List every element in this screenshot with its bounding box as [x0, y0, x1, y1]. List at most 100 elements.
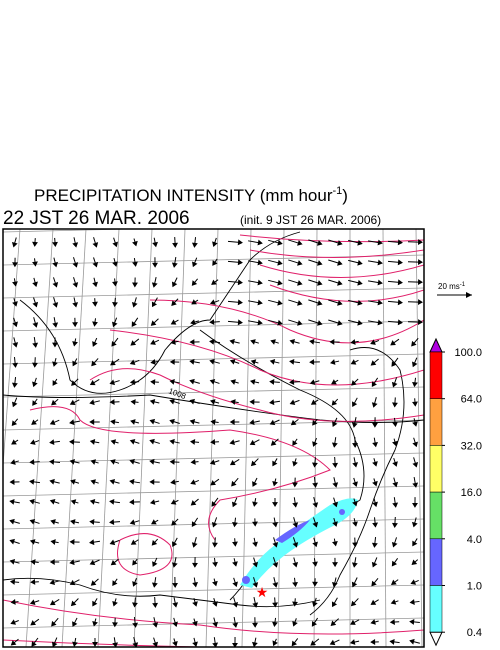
wind-arrowhead: [112, 600, 118, 607]
wind-arrowhead: [112, 580, 118, 586]
wind-arrowhead: [297, 260, 303, 266]
wind-arrowhead: [391, 541, 398, 548]
wind-arrowhead: [152, 641, 159, 647]
location-star: ★: [256, 584, 269, 600]
wind-arrowhead: [272, 460, 278, 467]
wind-arrowhead: [412, 401, 418, 407]
wind-arrowhead: [229, 359, 236, 365]
wind-arrowhead: [171, 281, 178, 288]
wind-arrowhead: [329, 639, 336, 646]
coast: [19, 231, 301, 394]
wind-arrowhead: [52, 282, 59, 288]
wind-arrowhead: [30, 620, 37, 626]
wind-arrowhead: [397, 299, 403, 306]
wind-arrowhead: [109, 498, 115, 505]
wind-arrowhead: [389, 638, 395, 645]
wind-arrowhead: [170, 479, 176, 485]
wind-arrowhead: [310, 399, 317, 405]
wind-arrowhead: [52, 361, 58, 367]
wind-arrowhead: [132, 581, 138, 587]
wind-arrowhead: [392, 461, 398, 467]
wind-arrowhead: [337, 260, 343, 266]
wind-arrowhead: [152, 262, 158, 268]
map-frame: [2, 228, 425, 648]
wind-arrowhead: [272, 640, 278, 647]
wind-arrowhead: [309, 338, 315, 345]
colorbar-label: 0.4: [467, 627, 482, 639]
wind-arrowhead: [112, 241, 118, 248]
wind-arrowhead: [372, 480, 378, 487]
wind-arrowhead: [337, 320, 343, 326]
wind-arrowhead: [29, 539, 36, 545]
wind-arrowhead: [332, 521, 338, 527]
wind-arrowhead: [12, 321, 18, 328]
wind-arrowhead: [69, 579, 76, 586]
wind-arrowhead: [32, 261, 38, 267]
wind-arrowhead: [52, 302, 59, 308]
wind-arrowhead: [310, 640, 317, 646]
wind-arrowhead: [9, 518, 15, 525]
wind-arrowhead: [371, 381, 377, 387]
colorbar: 100.0 64.0 32.0 16.0 4.0 1.0 0.4: [429, 337, 482, 647]
wind-arrowhead: [150, 359, 156, 365]
wind-arrowhead: [292, 620, 298, 627]
wind-arrowhead: [309, 359, 315, 365]
wind-arrowhead: [10, 640, 17, 646]
wind-arrowhead: [257, 299, 263, 306]
wind-arrowhead: [257, 239, 263, 246]
wind-arrowhead: [29, 498, 35, 505]
wind-arrowhead: [392, 402, 398, 408]
wind-arrowhead: [289, 338, 295, 345]
wind-arrowhead: [152, 622, 159, 628]
colorbar-segment: [429, 398, 443, 446]
wind-arrowhead: [191, 521, 197, 527]
wind-arrowhead: [150, 320, 157, 326]
wind-arrowhead: [229, 419, 235, 425]
wind-arrowhead: [249, 399, 255, 405]
wind-arrowhead: [132, 559, 138, 566]
wind-arrowhead: [392, 502, 399, 508]
colorbar-segment: [429, 491, 443, 540]
meridian: [3, 229, 21, 472]
wind-arrowhead: [111, 321, 118, 328]
wind-arrowhead: [409, 618, 415, 625]
wind-arrowhead: [90, 580, 97, 586]
wind-arrowhead: [191, 242, 198, 248]
wind-arrowhead: [49, 419, 56, 425]
wind-arrowhead: [397, 239, 403, 246]
wind-arrowhead: [69, 458, 75, 465]
wind-arrowhead: [232, 541, 238, 547]
wind-arrowhead: [309, 379, 316, 385]
wind-arrowhead: [237, 239, 243, 246]
wind-arrowhead: [391, 381, 398, 388]
coast: [309, 347, 405, 616]
wind-arrowhead: [229, 338, 235, 345]
wind-arrowhead: [292, 522, 299, 528]
colorbar-label: 1.0: [467, 581, 482, 593]
wind-arrowhead: [277, 319, 283, 326]
wind-arrowhead: [12, 262, 18, 268]
wind-arrowhead: [229, 460, 236, 466]
wind-arrowhead: [232, 561, 238, 567]
wind-arrowhead: [212, 542, 218, 548]
wind-arrowhead: [372, 501, 378, 508]
wind-arrowhead: [297, 300, 303, 306]
wind-arrowhead: [211, 521, 218, 528]
wind-arrowhead: [69, 399, 76, 406]
wind-arrowhead: [150, 519, 157, 525]
wind-arrowhead: [397, 319, 403, 326]
isobar: [3, 599, 424, 635]
wind-arrowhead: [289, 379, 295, 386]
init-time: (init. 9 JST 26 MAR. 2006): [240, 213, 381, 227]
wind-arrowhead: [237, 319, 243, 326]
wind-arrowhead: [332, 562, 338, 568]
title-exponent: -1: [332, 185, 342, 197]
wind-arrowhead: [391, 579, 397, 585]
wind-arrowhead: [91, 360, 97, 367]
wind-arrowhead: [292, 581, 298, 588]
wind-arrowhead: [130, 399, 136, 405]
wind-arrowhead: [89, 439, 96, 445]
wind-arrowhead: [192, 562, 198, 568]
wind-arrowhead: [29, 459, 35, 465]
wind-arrowhead: [172, 602, 179, 608]
